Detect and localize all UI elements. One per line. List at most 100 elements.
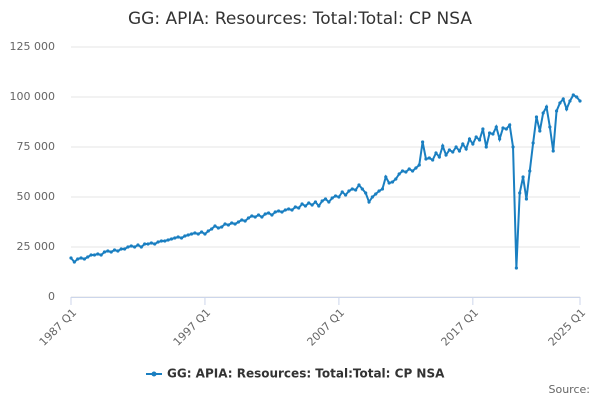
data-point <box>357 183 361 187</box>
data-point <box>327 200 331 204</box>
data-point <box>441 144 445 148</box>
data-point <box>82 257 86 261</box>
legend-marker <box>151 371 157 377</box>
data-point <box>565 107 569 111</box>
data-point <box>407 167 411 171</box>
x-tick-label: 2017 Q1 <box>439 306 482 349</box>
data-point <box>431 158 435 162</box>
data-point <box>109 250 113 254</box>
data-point <box>106 249 110 253</box>
data-point <box>169 237 174 241</box>
data-point <box>514 266 518 270</box>
data-point <box>524 197 529 201</box>
data-point <box>364 191 368 195</box>
data-point <box>461 142 465 146</box>
source-label: Source: <box>549 383 591 396</box>
y-tick-label: 25 000 <box>17 240 56 253</box>
data-point <box>538 129 542 133</box>
series-line <box>70 93 581 269</box>
data-point <box>163 239 167 243</box>
data-point <box>541 111 545 115</box>
data-point <box>367 200 371 204</box>
data-point <box>297 206 301 210</box>
chart-title: GG: APIA: Resources: Total:Total: CP NSA <box>128 9 472 29</box>
data-point <box>213 224 217 228</box>
data-point <box>69 256 73 260</box>
data-point <box>333 194 338 198</box>
data-point <box>143 242 147 246</box>
data-point <box>491 132 495 136</box>
data-point <box>317 204 321 208</box>
data-point <box>528 169 532 173</box>
data-point <box>424 157 428 161</box>
data-point <box>196 232 200 236</box>
data-point <box>310 203 314 207</box>
data-point <box>216 226 220 230</box>
data-point <box>508 123 512 127</box>
data-point <box>146 242 150 246</box>
data-point <box>96 252 100 256</box>
data-point <box>548 125 552 129</box>
data-point <box>437 155 441 159</box>
data-point <box>266 211 271 215</box>
data-point <box>263 212 267 216</box>
data-point <box>226 223 230 227</box>
data-point <box>116 249 120 253</box>
data-point <box>277 209 281 213</box>
data-point <box>320 199 324 203</box>
data-point <box>451 150 455 154</box>
legend-label: GG: APIA: Resources: Total:Total: CP NSA <box>167 367 445 381</box>
data-point <box>354 188 358 192</box>
data-point <box>421 140 425 144</box>
data-point <box>230 221 234 225</box>
data-point <box>273 210 277 214</box>
data-point <box>370 195 374 199</box>
data-point <box>337 195 341 199</box>
data-point <box>199 230 204 234</box>
data-point <box>340 190 344 194</box>
data-point <box>89 253 93 257</box>
data-point <box>343 193 348 197</box>
data-point <box>260 215 264 219</box>
data-point <box>92 253 97 257</box>
data-point <box>330 196 334 200</box>
data-point <box>189 232 194 236</box>
data-point <box>307 201 311 205</box>
data-point <box>176 235 180 239</box>
data-point <box>99 253 103 257</box>
data-point <box>287 207 291 211</box>
y-tick-label: 100 000 <box>10 90 56 103</box>
y-tick-label: 125 000 <box>10 40 56 53</box>
data-point <box>414 166 418 170</box>
data-point <box>471 142 475 146</box>
data-point <box>534 115 539 119</box>
data-point <box>270 213 274 217</box>
data-point <box>551 149 555 153</box>
x-tick-label: 1997 Q1 <box>171 306 214 349</box>
data-point <box>447 148 452 152</box>
data-point <box>464 147 468 151</box>
data-point <box>417 163 421 167</box>
y-tick-label: 50 000 <box>17 190 56 203</box>
data-point <box>203 232 207 236</box>
data-point <box>544 105 549 109</box>
data-point <box>377 189 381 193</box>
data-point <box>554 109 559 113</box>
data-point <box>568 99 572 103</box>
data-point <box>112 248 117 252</box>
data-point <box>313 200 318 204</box>
data-point <box>246 216 251 220</box>
data-point <box>139 245 143 249</box>
data-point <box>186 233 190 237</box>
x-tick-label: 2025 Q1 <box>546 306 589 349</box>
data-point <box>434 151 438 155</box>
data-point <box>206 229 210 233</box>
data-point <box>380 187 385 191</box>
data-point <box>156 240 160 244</box>
data-point <box>210 227 214 231</box>
data-point <box>374 192 378 196</box>
data-point <box>133 245 137 249</box>
data-point <box>243 219 247 223</box>
data-point <box>350 187 354 191</box>
